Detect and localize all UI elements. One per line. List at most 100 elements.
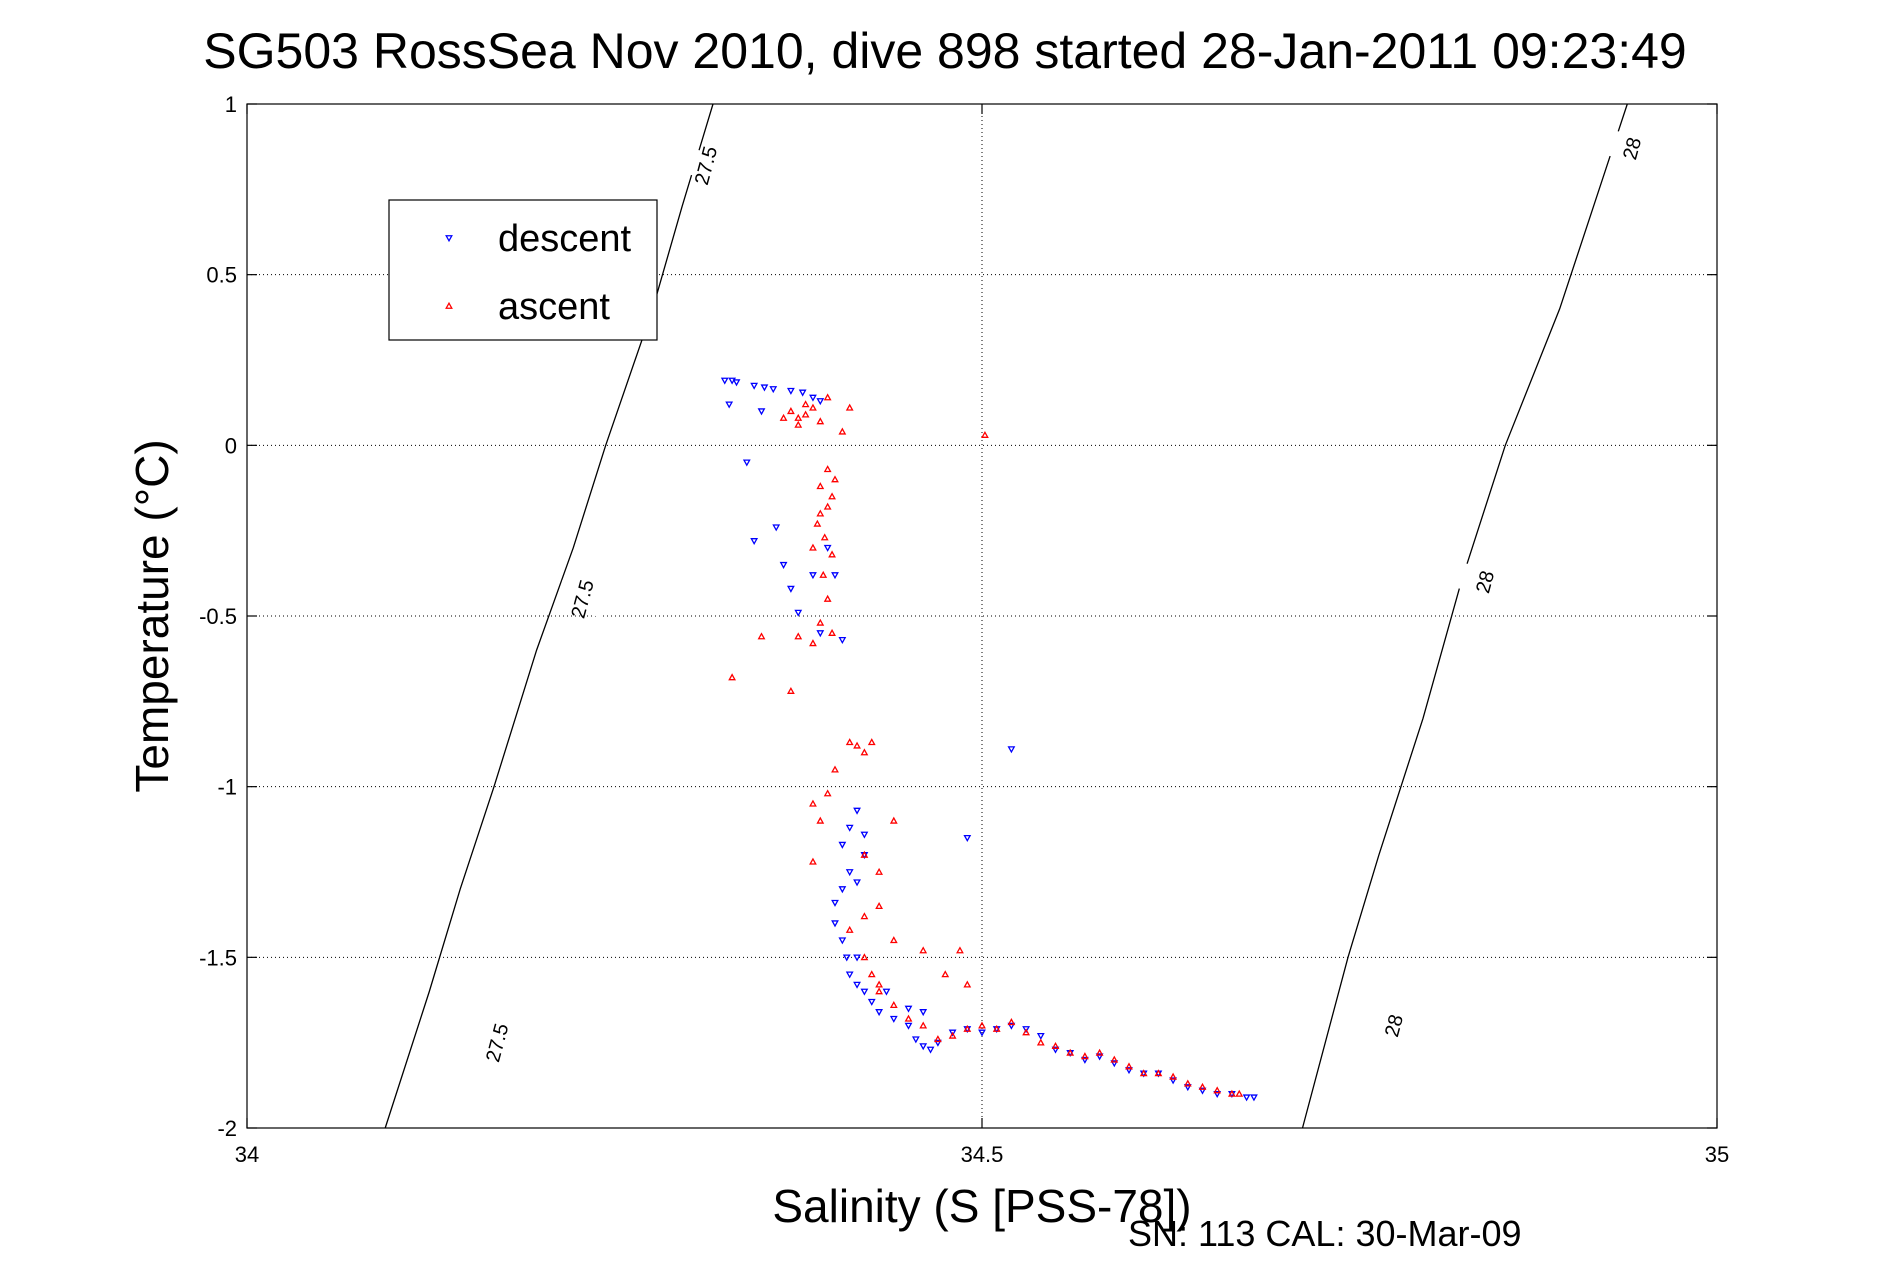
data-point-ascent xyxy=(757,632,766,640)
data-point-descent xyxy=(1080,1056,1089,1064)
data-point-ascent xyxy=(1080,1052,1089,1060)
data-point-ascent xyxy=(963,1024,972,1032)
legend-box xyxy=(388,199,658,341)
y-tick-label: -0.5 xyxy=(199,604,237,629)
data-point-ascent xyxy=(794,420,803,428)
data-point-descent xyxy=(1022,1026,1031,1034)
data-point-ascent xyxy=(809,403,817,411)
data-point-descent xyxy=(875,1009,884,1017)
data-point-descent xyxy=(794,609,803,617)
data-point-descent xyxy=(845,971,854,979)
data-point-ascent xyxy=(809,857,817,865)
data-point-ascent xyxy=(779,413,788,421)
data-point-ascent xyxy=(1154,1069,1163,1077)
data-point-descent xyxy=(769,386,778,394)
data-point-descent xyxy=(1110,1060,1119,1068)
legend-marker-ascent xyxy=(445,301,453,309)
data-point-descent xyxy=(779,561,788,569)
data-point-descent xyxy=(1250,1094,1258,1102)
y-tick-label: 0.5 xyxy=(206,263,237,288)
data-point-descent xyxy=(823,544,832,552)
density-contour-line xyxy=(384,103,714,1129)
data-point-ascent xyxy=(831,475,839,483)
data-point-descent xyxy=(1007,746,1016,754)
series-ascent xyxy=(728,393,1244,1097)
data-point-descent xyxy=(911,1036,920,1044)
data-point-ascent xyxy=(981,430,989,438)
data-point-ascent xyxy=(786,686,795,694)
data-point-descent xyxy=(933,1039,942,1047)
data-point-ascent xyxy=(838,427,847,435)
data-point-ascent xyxy=(992,1024,1001,1032)
data-point-ascent xyxy=(816,618,825,626)
data-point-ascent xyxy=(809,799,817,807)
data-point-descent xyxy=(845,824,854,832)
data-point-ascent xyxy=(823,465,832,473)
data-point-descent xyxy=(786,585,795,593)
data-point-descent xyxy=(867,998,876,1006)
data-point-ascent xyxy=(1183,1079,1192,1087)
data-point-descent xyxy=(750,538,759,546)
data-point-ascent xyxy=(875,980,884,988)
data-point-descent xyxy=(725,401,734,409)
data-point-ascent xyxy=(889,936,898,944)
data-point-descent xyxy=(816,398,825,406)
data-point-ascent xyxy=(819,570,828,578)
data-point-descent xyxy=(1169,1077,1178,1085)
data-point-ascent xyxy=(845,738,854,746)
data-point-ascent xyxy=(828,492,836,500)
data-point-descent xyxy=(772,524,781,532)
data-point-descent xyxy=(882,988,891,996)
data-point-descent xyxy=(831,920,839,928)
data-point-descent xyxy=(838,937,847,945)
data-point-descent xyxy=(1095,1053,1104,1061)
data-point-descent xyxy=(786,387,795,395)
data-point-ascent xyxy=(728,673,737,681)
data-point-ascent xyxy=(1051,1041,1060,1049)
data-point-ascent xyxy=(801,400,810,408)
data-point-ascent xyxy=(1227,1089,1236,1097)
data-point-descent xyxy=(842,954,851,962)
y-tick-label: -2 xyxy=(217,1116,237,1141)
data-point-descent xyxy=(809,394,817,402)
data-point-descent xyxy=(1051,1046,1060,1054)
grid-layer xyxy=(247,104,1717,1128)
data-point-ascent xyxy=(816,509,825,517)
data-point-descent xyxy=(831,572,839,580)
data-point-ascent xyxy=(828,550,836,558)
contour-label-mask xyxy=(1367,1006,1421,1045)
data-point-ascent xyxy=(948,1031,957,1039)
data-point-ascent xyxy=(1007,1018,1016,1026)
data-point-ascent xyxy=(831,765,839,773)
data-point-descent xyxy=(732,379,741,387)
data-point-ascent xyxy=(845,925,854,933)
data-point-ascent xyxy=(1110,1055,1119,1063)
contour-label-mask xyxy=(1458,563,1512,601)
footer-serial-calibration: SN: 113 CAL: 30-Mar-09 xyxy=(1128,1213,1522,1254)
data-point-descent xyxy=(904,1022,913,1030)
data-point-descent xyxy=(919,1009,928,1017)
data-point-descent xyxy=(948,1029,957,1037)
data-point-ascent xyxy=(978,1021,986,1029)
data-point-descent xyxy=(1125,1067,1133,1075)
data-point-descent xyxy=(1198,1087,1207,1095)
data-point-descent xyxy=(720,377,729,385)
contour-label-mask xyxy=(1605,129,1659,168)
data-point-descent xyxy=(1036,1032,1045,1040)
data-point-ascent xyxy=(889,1000,898,1009)
data-point-ascent xyxy=(875,867,884,875)
data-point-descent xyxy=(760,384,769,392)
data-point-ascent xyxy=(941,970,950,978)
data-point-ascent xyxy=(919,1021,928,1029)
data-point-descent xyxy=(750,382,759,390)
data-point-ascent xyxy=(867,970,876,978)
data-point-ascent xyxy=(816,482,825,490)
data-point-ascent xyxy=(1169,1072,1178,1080)
data-point-ascent xyxy=(1095,1048,1104,1056)
data-point-ascent xyxy=(794,413,803,421)
contour-label-mask xyxy=(470,1023,524,1062)
legend-entries: descent ascent xyxy=(445,218,632,328)
data-point-descent xyxy=(1183,1084,1192,1092)
data-point-ascent xyxy=(801,410,810,418)
